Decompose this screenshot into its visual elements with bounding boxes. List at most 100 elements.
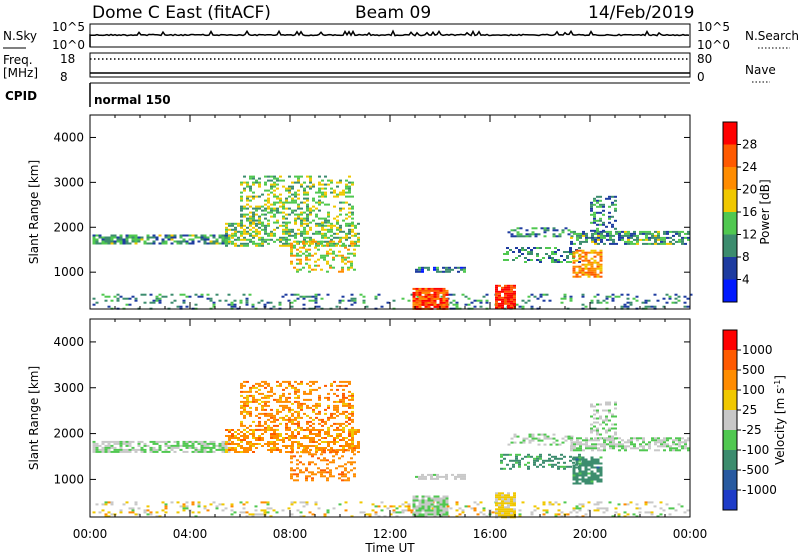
range-cell (672, 238, 675, 241)
range-cell (354, 244, 357, 247)
range-cell (572, 257, 575, 259)
range-cell (683, 301, 687, 304)
range-cell (285, 418, 288, 421)
range-cell (439, 509, 443, 512)
range-cell (542, 509, 546, 512)
range-cell (575, 472, 579, 475)
range-cell (179, 505, 183, 508)
range-cell (273, 195, 276, 198)
range-cell (249, 199, 252, 202)
range-cell (495, 296, 498, 299)
range-cell (233, 303, 237, 306)
range-cell (185, 444, 189, 447)
range-cell (430, 499, 434, 502)
range-cell (276, 179, 279, 182)
range-cell (264, 426, 267, 429)
range-cell (596, 480, 600, 483)
range-cell (455, 305, 459, 308)
range-cell (290, 242, 293, 245)
range-cell (258, 236, 261, 239)
range-cell (531, 439, 535, 442)
range-cell (302, 295, 306, 298)
range-cell (255, 424, 258, 427)
range-cell (255, 230, 258, 233)
range-cell (240, 400, 243, 403)
range-cell (672, 234, 675, 237)
range-cell (258, 185, 261, 188)
range-cell (288, 408, 291, 411)
range-cell (557, 467, 560, 470)
range-cell (327, 416, 330, 419)
range-cell (543, 227, 547, 230)
range-cell (149, 450, 153, 453)
range-cell (357, 238, 360, 241)
range-cell (282, 404, 285, 407)
range-cell (309, 384, 312, 387)
range-cell (560, 511, 564, 514)
range-cell (606, 439, 609, 442)
range-cell (194, 234, 198, 237)
range-cell (309, 207, 312, 210)
range-cell (224, 299, 228, 302)
range-cell (584, 265, 588, 268)
range-cell (140, 293, 144, 296)
range-cell (249, 189, 252, 192)
range-cell (291, 433, 294, 435)
range-cell (125, 444, 129, 447)
range-cell (510, 502, 513, 505)
range-cell (279, 404, 282, 407)
range-cell (575, 466, 579, 469)
range-cell (314, 240, 317, 243)
range-cell (98, 444, 102, 447)
range-cell (510, 235, 514, 238)
range-cell (418, 291, 422, 294)
range-cell (581, 273, 585, 276)
range-cell (578, 464, 582, 467)
range-cell (581, 472, 585, 475)
range-cell (152, 442, 156, 445)
range-cell (182, 505, 186, 508)
range-cell (537, 437, 541, 440)
range-cell (240, 183, 243, 186)
range-cell (430, 511, 434, 514)
range-cell (336, 228, 339, 231)
range-cell (581, 303, 585, 306)
range-cell (593, 251, 597, 254)
range-cell (324, 431, 327, 433)
range-cell (572, 261, 576, 264)
range-cell (633, 242, 636, 245)
range-cell (445, 495, 449, 498)
range-cell (152, 450, 156, 453)
range-cell (170, 236, 174, 239)
range-cell (569, 465, 572, 468)
range-cell (504, 496, 507, 499)
range-cell (255, 222, 258, 225)
range-cell (273, 433, 276, 435)
range-cell (611, 201, 614, 204)
range-cell (317, 471, 320, 474)
range-cell (237, 451, 240, 453)
range-cell (590, 474, 594, 477)
range-cell (270, 183, 273, 186)
range-cell (279, 175, 282, 178)
range-cell (603, 449, 606, 452)
range-cell (309, 449, 312, 451)
range-cell (527, 453, 530, 456)
range-cell (341, 266, 344, 269)
range-cell (113, 240, 117, 243)
range-cell (312, 404, 315, 407)
range-cell (341, 473, 344, 476)
range-cell (315, 191, 318, 194)
range-cell (309, 416, 312, 419)
range-cell (225, 451, 228, 453)
range-cell (555, 229, 559, 232)
range-cell (621, 439, 624, 442)
range-cell (581, 505, 585, 508)
range-cell (636, 439, 639, 442)
range-cell (439, 511, 443, 514)
range-cell (395, 515, 399, 518)
range-cell (552, 433, 556, 436)
range-cell (252, 445, 255, 447)
range-cell (308, 475, 311, 478)
